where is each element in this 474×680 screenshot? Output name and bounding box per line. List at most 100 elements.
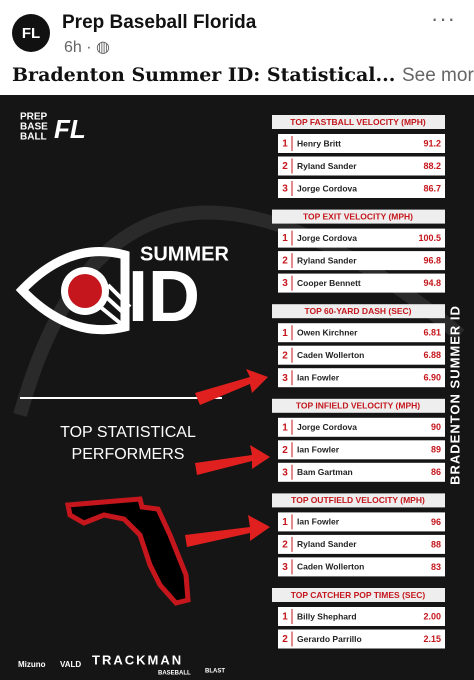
sponsor: TRACKMAN	[92, 652, 183, 667]
row	[278, 228, 445, 248]
section-title: TOP OUTFIELD VELOCITY (MPH)	[291, 495, 425, 505]
row	[278, 462, 445, 482]
text: Bradenton Summer ID: Statistical...	[12, 64, 396, 86]
section-title-bar	[272, 115, 445, 129]
stat-value: 6.88	[423, 350, 441, 360]
section-title: TOP FASTBALL VELOCITY (MPH)	[290, 117, 426, 127]
logo-mark: FL	[54, 114, 86, 144]
row	[278, 273, 445, 293]
sponsor: Mizuno	[18, 660, 46, 669]
post-header: FL Prep Baseball Florida 6h · ◍ ··· Brad…	[0, 0, 474, 95]
row	[278, 440, 445, 460]
time: 6h	[64, 39, 82, 56]
row	[278, 368, 445, 388]
logo-text: BASE	[20, 122, 48, 133]
row	[278, 557, 445, 577]
florida-map	[64, 496, 191, 606]
rank: 2	[282, 256, 288, 267]
row	[278, 156, 445, 176]
player-name: Cooper Bennett	[297, 278, 361, 288]
player-name: Henry Britt	[297, 138, 341, 148]
section-title: TOP EXIT VELOCITY (MPH)	[303, 211, 413, 221]
stat-value: 90	[431, 422, 441, 432]
rank: 1	[282, 233, 288, 244]
rank: 1	[282, 139, 288, 150]
section-title: TOP 60-YARD DASH (SEC)	[304, 306, 411, 316]
stat-value: 94.8	[423, 278, 441, 288]
arrow	[195, 445, 270, 475]
speed-lines	[96, 283, 132, 329]
rank: 3	[282, 373, 288, 384]
row	[278, 134, 445, 153]
stat-value: 96.8	[423, 255, 441, 265]
stat-value: 6.81	[423, 328, 441, 338]
row	[278, 512, 445, 532]
section-title-bar	[272, 209, 445, 224]
summer: SUMMER	[140, 243, 229, 265]
rank: 1	[282, 328, 288, 339]
sponsor: VALD	[60, 660, 81, 669]
sponsor: BLAST	[205, 669, 225, 675]
stat-value: 83	[431, 562, 441, 572]
avatar[interactable]: FL	[12, 14, 50, 52]
player-name: Jorge Cordova	[297, 183, 357, 193]
player-name: Ian Fowler	[297, 445, 340, 455]
side-text: BRADENTON SUMMER ID	[447, 305, 462, 485]
stat-value: 100.5	[418, 233, 441, 243]
rank: 3	[282, 562, 288, 573]
player-name: Ryland Sander	[297, 539, 357, 549]
row	[278, 323, 445, 343]
stat-value: 91.2	[423, 138, 441, 148]
rank: 1	[282, 612, 288, 623]
section-title-bar	[272, 304, 445, 319]
arrow	[185, 515, 270, 547]
post-time: 6h · ◍	[64, 39, 110, 56]
player-name: Caden Wollerton	[297, 350, 364, 360]
stat-value: 2.15	[423, 634, 441, 644]
see-more[interactable]: See more	[401, 65, 474, 86]
ball-inner	[68, 274, 102, 308]
arrow	[195, 369, 268, 405]
section-title-bar	[272, 493, 445, 508]
sponsor: BASEBALL	[158, 671, 191, 677]
eye-logo	[15, 247, 130, 335]
section-title: TOP INFIELD VELOCITY (MPH)	[296, 401, 420, 411]
section-title-bar	[272, 588, 445, 602]
stat-value: 88.2	[423, 161, 441, 171]
rank: 2	[282, 634, 288, 645]
stat-value: 88	[431, 539, 441, 549]
player-name: Gerardo Parrillo	[297, 634, 362, 644]
player-name: Jorge Cordova	[297, 233, 357, 243]
rank: 3	[282, 467, 288, 478]
player-name: Billy Shephard	[297, 611, 357, 621]
stat-value: 86.7	[423, 183, 441, 193]
menu[interactable]: ···	[431, 6, 456, 31]
rank: 1	[282, 517, 288, 528]
row	[278, 345, 445, 365]
rank: 1	[282, 422, 288, 433]
stat-value: 6.90	[423, 373, 441, 383]
rank: 3	[282, 184, 288, 195]
player-name: Owen Kirchner	[297, 327, 358, 337]
player-name: Ryland Sander	[297, 161, 357, 171]
row	[278, 629, 445, 649]
stat-value: 86	[431, 467, 441, 477]
stat-value: 2.00	[423, 611, 441, 621]
post-text: Bradenton Summer ID: Statistical... See …	[12, 64, 474, 87]
rank: 2	[282, 350, 288, 361]
player-name: Bam Gartman	[297, 467, 353, 477]
player-name: Ian Fowler	[297, 372, 340, 382]
row	[278, 251, 445, 271]
logo-text: PREP	[20, 112, 48, 123]
player-name: Caden Wollerton	[297, 562, 364, 572]
page-name[interactable]: Prep Baseball Florida	[62, 12, 257, 33]
id-text: ID	[128, 257, 200, 337]
player-name: Ryland Sander	[297, 255, 357, 265]
row	[278, 607, 445, 626]
row	[278, 534, 445, 554]
subtitle: TOP STATISTICAL	[60, 424, 196, 441]
logo-text: BALL	[20, 132, 47, 143]
row	[278, 417, 445, 437]
